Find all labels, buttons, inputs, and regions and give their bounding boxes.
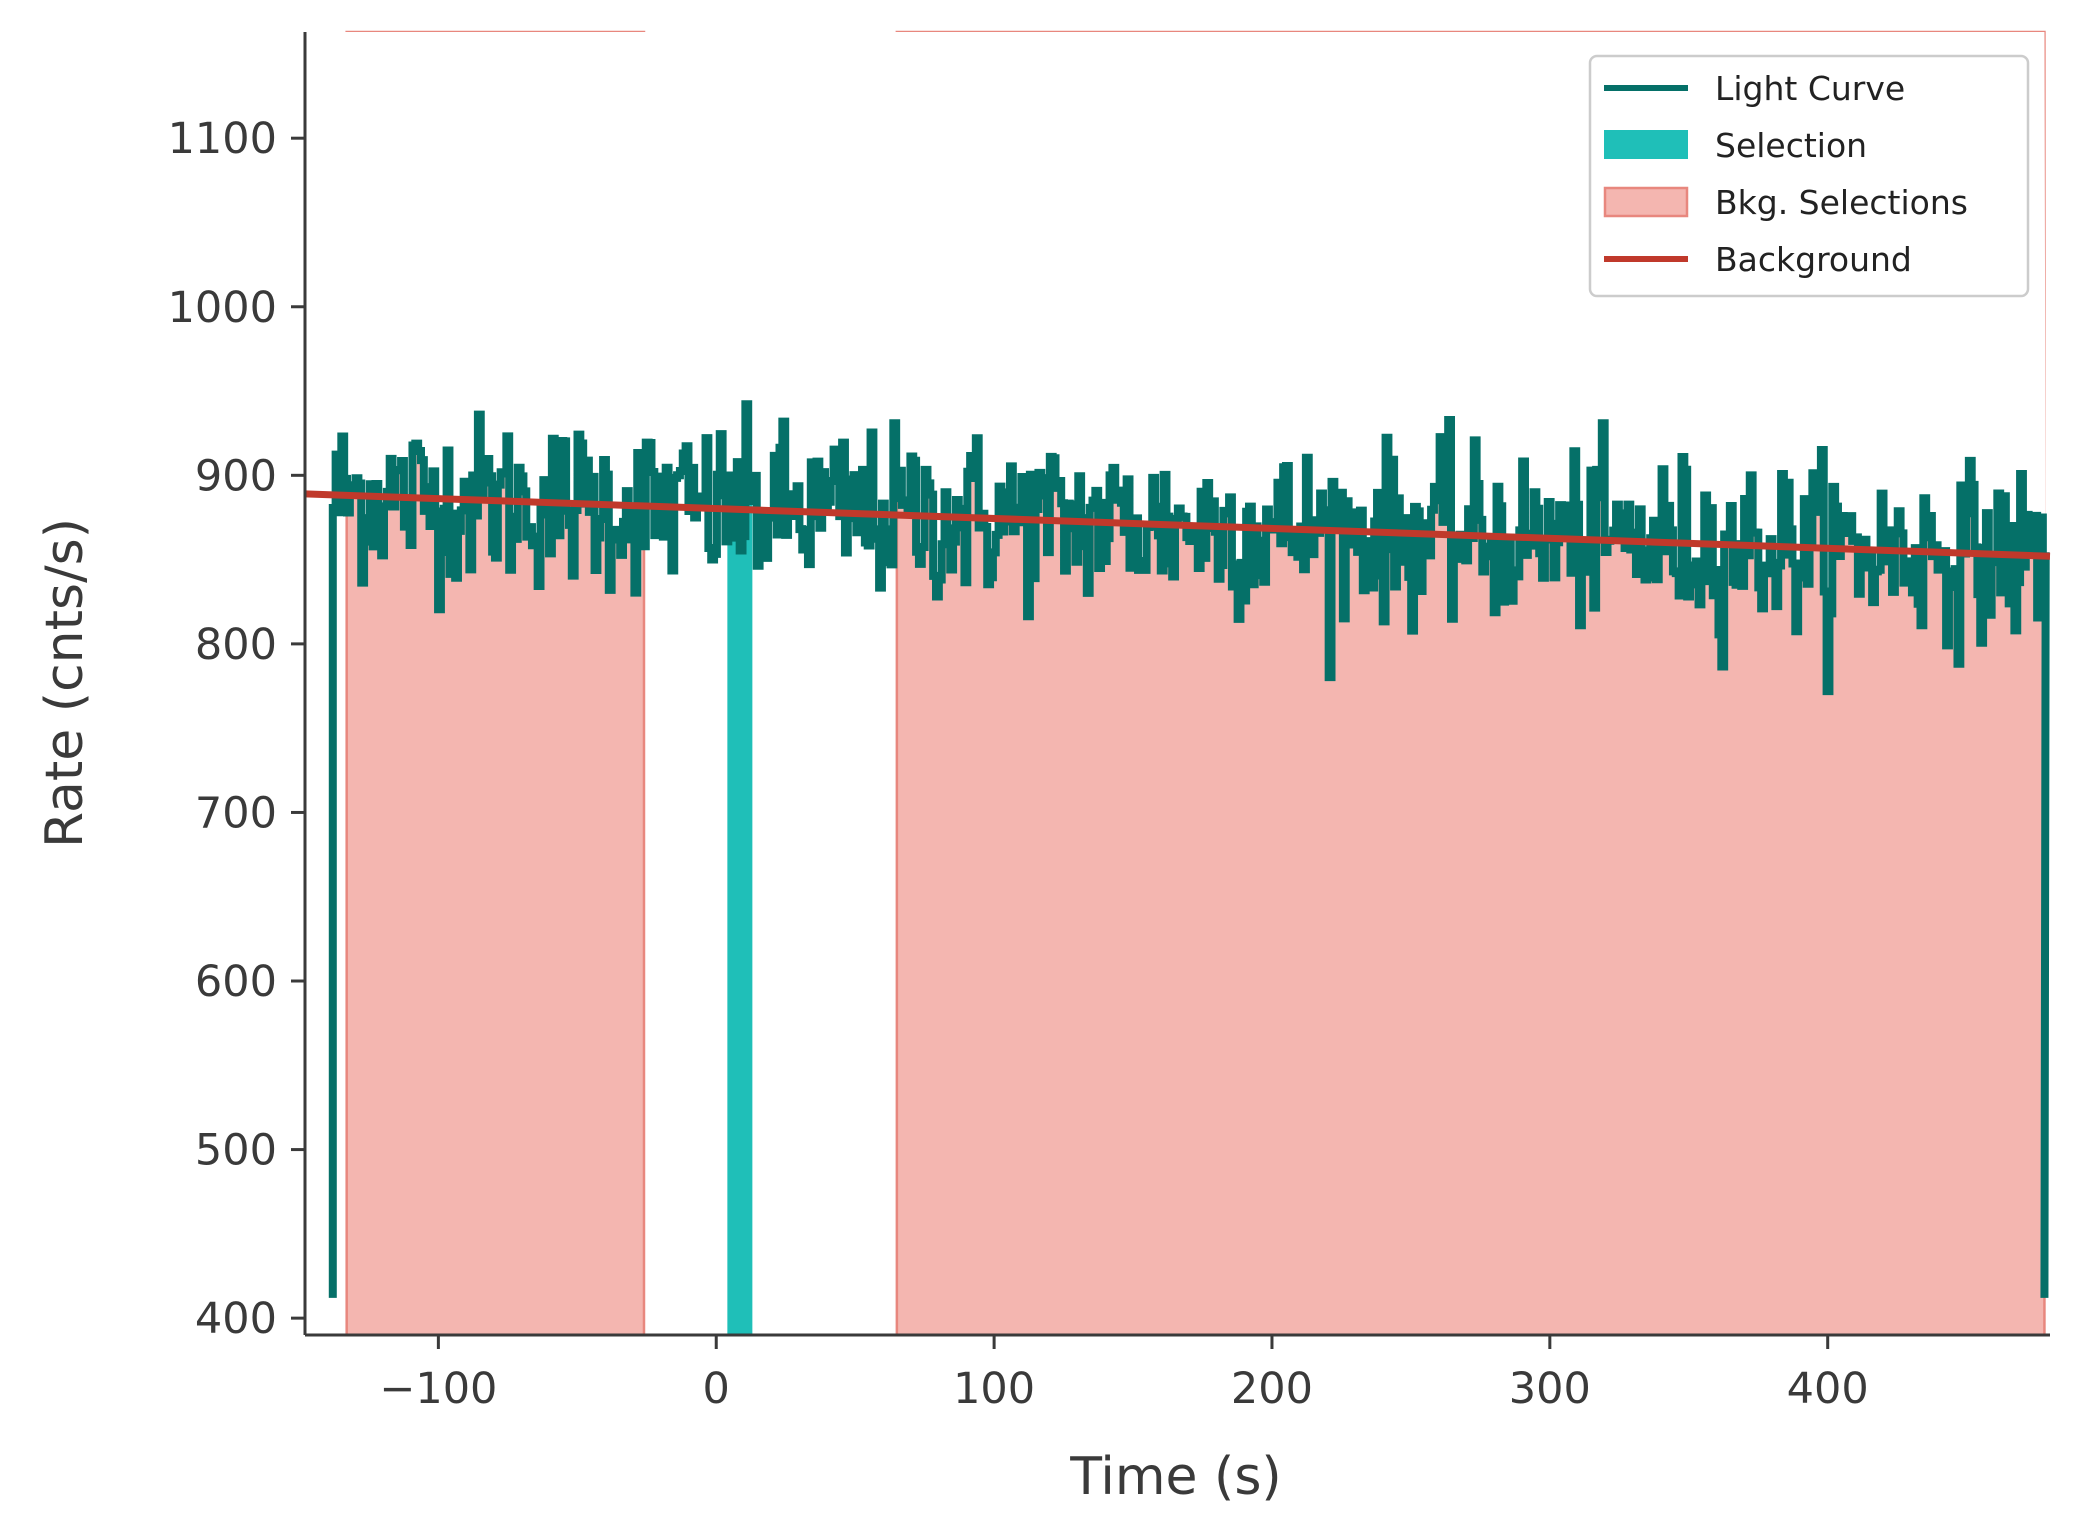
area-before-curve-mask	[305, 32, 333, 1335]
legend-bkg-selections-swatch	[1603, 186, 1689, 218]
background-fit-series	[304, 490, 2051, 560]
axes	[303, 32, 2050, 1337]
x-tick-label: 0	[703, 1364, 730, 1414]
y-tick-label: 1000	[168, 283, 277, 333]
tick-labels: −100 0 100 200 300 400 400 500 600 700 800 900 1000 1…	[168, 114, 1869, 1414]
x-tick-label: 100	[953, 1364, 1035, 1414]
x-tick-label: −100	[379, 1364, 497, 1414]
y-tick-label: 1100	[168, 114, 277, 164]
legend-background-label: Background	[1715, 240, 1912, 279]
x-tick-label: 400	[1787, 1364, 1869, 1414]
x-tick-label: 300	[1509, 1364, 1591, 1414]
legend-selection-swatch	[1604, 130, 1688, 159]
y-axis-title: Rate (cnts/s)	[35, 518, 95, 848]
y-tick-label: 500	[195, 1126, 277, 1176]
y-tick-label: 900	[195, 451, 277, 501]
y-tick-label: 400	[195, 1294, 277, 1344]
legend: Light Curve Selection Bkg. Selections Ba…	[1588, 54, 2030, 298]
y-tick-label: 600	[195, 957, 277, 1007]
x-axis-title: Time (s)	[1069, 1447, 1281, 1507]
legend-bkg-selections-label: Bkg. Selections	[1715, 183, 1968, 222]
background-fit-line	[304, 490, 2051, 560]
legend-selection-label: Selection	[1715, 126, 1867, 165]
legend-frame	[1588, 54, 2030, 298]
legend-light-curve-label: Light Curve	[1715, 69, 1905, 108]
y-tick-label: 800	[195, 620, 277, 670]
light-curve-line	[328, 400, 2050, 1298]
y-tick-label: 700	[195, 788, 277, 838]
x-tick-label: 200	[1231, 1364, 1313, 1414]
